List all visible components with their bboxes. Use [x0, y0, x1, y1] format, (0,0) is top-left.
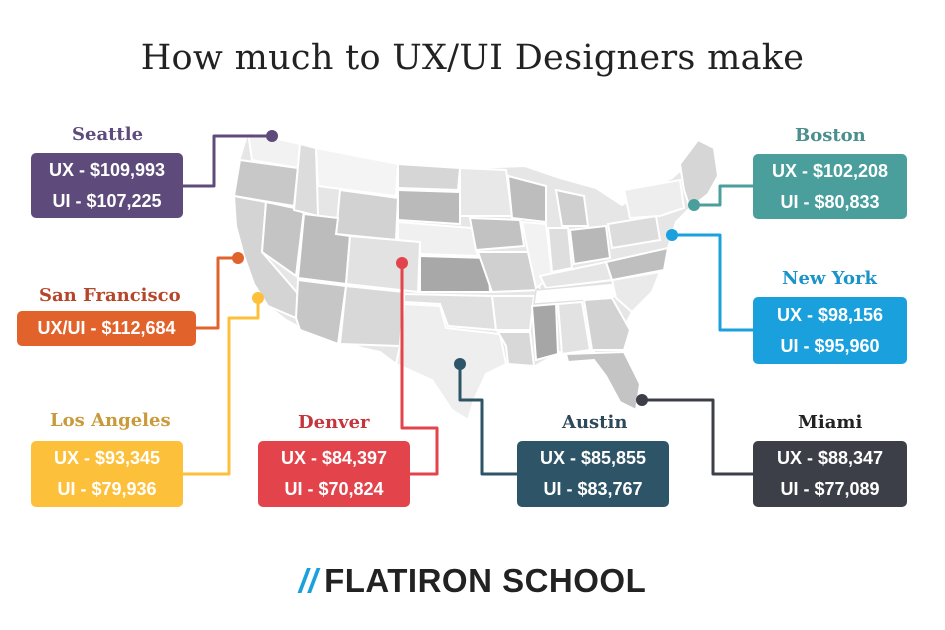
- state-louisiana: [496, 331, 536, 368]
- seattle-ui-salary: UI - $107,225: [52, 190, 162, 211]
- state-pennsylvania: [606, 214, 662, 250]
- salary-box-new-york: UX - $98,156 UI - $95,960: [753, 297, 907, 364]
- flatiron-school-logo: //FLATIRON SCHOOL: [0, 562, 945, 600]
- austin-ui-salary: UI - $83,767: [543, 479, 643, 499]
- state-north-dakota: [397, 162, 462, 192]
- city-dot-seattle: [266, 130, 278, 142]
- state-mississippi: [530, 302, 560, 362]
- connector-miami: [642, 398, 753, 476]
- los-angeles-ui-salary: UI - $79,936: [57, 479, 157, 499]
- new-york-ux-salary: UX - $98,156: [776, 304, 884, 325]
- state-kansas: [419, 254, 492, 293]
- salary-box-denver: UX - $84,397 UI - $70,824: [258, 441, 410, 507]
- city-dot-new-york: [666, 229, 678, 241]
- city-label-denver: Denver: [298, 412, 370, 433]
- salary-box-san-francisco: UX/UI - $112,684: [17, 311, 196, 346]
- connector-denver: [400, 263, 439, 476]
- city-label-los-angeles: Los Angeles: [50, 410, 171, 431]
- state-nevada: [260, 200, 306, 278]
- city-label-seattle: Seattle: [72, 124, 144, 145]
- page-title: How much to UX/UI Designers make: [140, 38, 805, 78]
- boston-ux-salary: UX - $102,208: [771, 160, 889, 181]
- state-texas: [394, 302, 508, 422]
- miami-ux-salary: UX - $88,347: [776, 448, 884, 468]
- state-ohio: [568, 224, 612, 266]
- city-label-boston: Boston: [795, 125, 866, 146]
- state-florida: [564, 350, 642, 412]
- connector-boston: [694, 184, 753, 207]
- denver-ux-salary: UX - $84,397: [280, 448, 388, 468]
- state-georgia: [582, 296, 632, 351]
- city-label-san-francisco: San Francisco: [39, 285, 181, 306]
- state-michigan: [554, 188, 590, 227]
- state-arizona: [294, 278, 348, 346]
- logo-text: FLATIRON SCHOOL: [324, 562, 647, 599]
- state-wisconsin: [506, 174, 547, 224]
- state-virginia: [604, 246, 670, 282]
- city-label-miami: Miami: [798, 412, 863, 433]
- state-minnesota: [459, 166, 514, 217]
- salary-box-los-angeles: UX - $93,345 UI - $79,936: [31, 441, 183, 507]
- city-label-new-york: New York: [782, 268, 877, 289]
- state-new-york: [622, 178, 686, 220]
- connector-austin: [458, 364, 517, 476]
- city-dot-miami: [636, 394, 648, 406]
- salary-box-seattle: UX - $109,993 UI - $107,225: [31, 153, 183, 218]
- city-label-austin: Austin: [562, 412, 628, 433]
- map-states: [232, 130, 720, 422]
- logo-slashes: //: [298, 562, 319, 599]
- salary-box-austin: UX - $85,855 UI - $83,767: [517, 441, 669, 507]
- state-new-england: [678, 138, 720, 210]
- boston-ui-salary: UI - $80,833: [780, 191, 880, 212]
- los-angeles-ux-salary: UX - $93,345: [53, 448, 161, 468]
- state-south-dakota: [397, 188, 461, 226]
- state-montana: [314, 146, 400, 198]
- salary-box-miami: UX - $88,347 UI - $77,089: [753, 441, 907, 507]
- connector-new-york: [672, 233, 753, 332]
- connector-san-francisco: [196, 256, 238, 330]
- state-new-mexico: [338, 284, 406, 348]
- city-dot-boston: [688, 199, 700, 211]
- miami-ui-salary: UI - $77,089: [780, 479, 880, 499]
- state-iowa: [468, 216, 526, 252]
- city-dot-los-angeles: [252, 292, 264, 304]
- city-dot-san-francisco: [232, 252, 244, 264]
- state-alabama: [556, 300, 592, 356]
- connector-lines: [183, 134, 753, 476]
- salary-box-boston: UX - $102,208 UI - $80,833: [753, 154, 907, 219]
- denver-ui-salary: UI - $70,824: [284, 479, 384, 499]
- austin-ux-salary: UX - $85,855: [539, 448, 647, 468]
- san-francisco-uxui-salary: UX/UI - $112,684: [37, 318, 176, 338]
- state-carolinas: [610, 270, 662, 314]
- state-indiana: [546, 227, 574, 274]
- city-dot-denver: [396, 257, 408, 269]
- state-colorado: [344, 234, 422, 294]
- connector-seattle: [183, 134, 272, 188]
- city-dot-austin: [454, 358, 466, 370]
- seattle-ux-salary: UX - $109,993: [48, 159, 166, 180]
- state-wyoming: [334, 188, 400, 242]
- connector-los-angeles: [183, 298, 260, 476]
- city-dots: [232, 130, 700, 406]
- new-york-ui-salary: UI - $95,960: [780, 335, 880, 356]
- state-arkansas: [490, 295, 536, 331]
